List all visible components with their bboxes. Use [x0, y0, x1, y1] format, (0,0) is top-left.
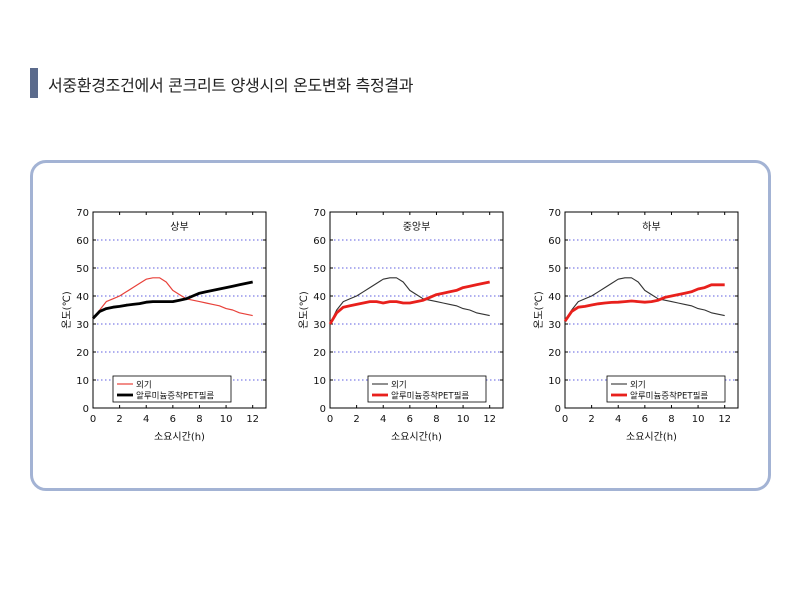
x-tick-label: 10: [220, 414, 233, 425]
series-line-1: [329, 277, 490, 325]
y-tick-label: 50: [76, 264, 89, 275]
x-tick-label: 12: [246, 414, 259, 425]
x-axis-label: 소요시간(h): [391, 431, 442, 443]
legend-box: [112, 375, 232, 403]
y-tick-label: 10: [313, 376, 326, 387]
y-tick-label: 50: [548, 264, 561, 275]
series-line-1: [92, 277, 253, 319]
y-tick-label: 30: [548, 320, 561, 331]
y-tick-label: 30: [76, 320, 89, 331]
y-tick-label: 20: [548, 348, 561, 359]
legend-label: 알루미늄증착PET필름: [391, 391, 469, 402]
x-tick-label: 4: [143, 414, 149, 425]
x-tick-label: 10: [457, 414, 470, 425]
y-tick-label: 40: [313, 292, 326, 303]
x-tick-label: 4: [380, 414, 386, 425]
x-tick-label: 2: [588, 414, 594, 425]
legend-label: 외기: [136, 380, 152, 391]
y-tick-label: 60: [313, 236, 326, 247]
x-tick-label: 2: [116, 414, 122, 425]
y-tick-label: 40: [76, 292, 89, 303]
plot-frame: [564, 211, 739, 409]
y-axis-label: 온도(℃): [61, 291, 73, 329]
y-tick-label: 70: [313, 208, 326, 219]
x-tick-label: 12: [718, 414, 731, 425]
y-tick-label: 0: [320, 404, 326, 415]
x-tick-label: 0: [327, 414, 333, 425]
x-tick-label: 6: [407, 414, 413, 425]
series-line-1: [564, 277, 725, 322]
y-tick-label: 60: [76, 236, 89, 247]
x-tick-label: 4: [615, 414, 621, 425]
series-line-2: [563, 283, 725, 322]
plot-frame: [329, 211, 504, 409]
chart-title: 중앙부: [403, 221, 431, 233]
x-axis-label: 소요시간(h): [626, 431, 677, 443]
y-tick-label: 70: [548, 208, 561, 219]
x-tick-label: 6: [642, 414, 648, 425]
title-accent-bar: [30, 68, 38, 98]
x-tick-label: 12: [483, 414, 496, 425]
plot-frame: [92, 211, 267, 409]
legend-label: 외기: [630, 380, 646, 391]
legend-label: 외기: [391, 380, 407, 391]
y-tick-label: 40: [548, 292, 561, 303]
chart-title: 하부: [642, 220, 660, 233]
y-tick-label: 0: [83, 404, 89, 415]
x-tick-label: 2: [353, 414, 359, 425]
x-tick-label: 8: [433, 414, 439, 425]
x-tick-label: 10: [692, 414, 705, 425]
y-tick-label: 20: [76, 348, 89, 359]
y-axis-label: 온도(℃): [533, 291, 545, 329]
y-tick-label: 50: [313, 264, 326, 275]
x-tick-label: 8: [668, 414, 674, 425]
page-title: 서중환경조건에서 콘크리트 양생시의 온도변화 측정결과: [48, 76, 414, 95]
legend-box: [606, 375, 726, 403]
y-tick-label: 10: [548, 376, 561, 387]
x-tick-label: 0: [90, 414, 96, 425]
series-line-2: [91, 280, 253, 320]
x-tick-label: 0: [562, 414, 568, 425]
x-tick-label: 6: [170, 414, 176, 425]
y-tick-label: 60: [548, 236, 561, 247]
y-tick-label: 30: [313, 320, 326, 331]
chart-title: 상부: [170, 221, 188, 233]
legend-label: 알루미늄증착PET필름: [630, 391, 708, 402]
y-tick-label: 20: [313, 348, 326, 359]
series-line-2: [328, 280, 490, 325]
y-axis-label: 온도(℃): [298, 291, 310, 329]
legend-box: [367, 375, 487, 403]
legend-label: 알루미늄증착PET필름: [136, 391, 214, 402]
y-tick-label: 10: [76, 376, 89, 387]
y-tick-label: 70: [76, 208, 89, 219]
x-tick-label: 8: [196, 414, 202, 425]
x-axis-label: 소요시간(h): [154, 431, 205, 443]
y-tick-label: 0: [555, 404, 561, 415]
